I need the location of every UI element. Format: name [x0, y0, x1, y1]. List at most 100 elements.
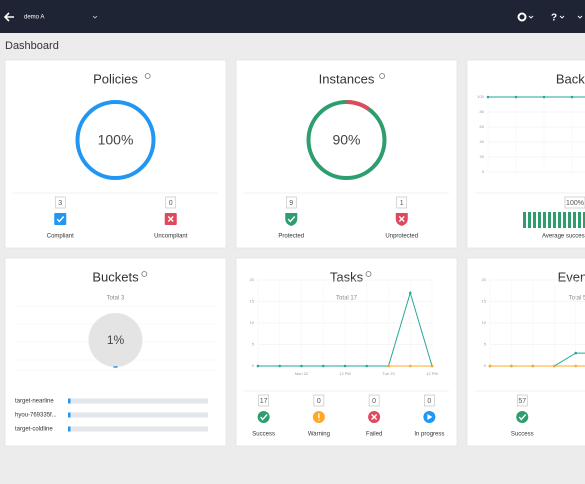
- icon-glyph: [167, 216, 174, 222]
- count-box: [313, 394, 325, 407]
- info-icon[interactable]: [144, 73, 151, 79]
- count-value: 1: [400, 200, 404, 207]
- info-icon[interactable]: [379, 73, 386, 79]
- card-title: Buckets: [92, 269, 139, 284]
- icon-glyph: [518, 414, 527, 421]
- y-tick-label: 20: [480, 154, 485, 159]
- y-tick-label: 40: [480, 139, 485, 144]
- y-tick-label: 100: [477, 94, 484, 99]
- series-point: [574, 364, 578, 368]
- y-tick-label: 5: [484, 342, 487, 347]
- usage-value: 1%: [107, 333, 125, 347]
- card-title: Backup: [556, 71, 585, 86]
- stat-label: Failed: [366, 432, 382, 438]
- count-value: 3: [58, 200, 62, 207]
- y-tick-label: 10: [250, 320, 255, 325]
- card-title: Policies: [93, 71, 138, 86]
- card-subtitle: Total 17: [336, 296, 358, 302]
- card-subtitle: Total 3: [107, 296, 125, 302]
- count-value: 0: [372, 398, 376, 405]
- card-title: Tasks: [330, 269, 364, 284]
- card: [4, 59, 227, 249]
- card-title: Instances: [319, 71, 375, 86]
- count-box: [396, 196, 408, 209]
- count-box: [516, 394, 528, 407]
- success-bar: [528, 212, 531, 228]
- y-tick-label: 80: [480, 109, 485, 114]
- project-name[interactable]: demo A: [24, 15, 44, 21]
- bucket-bar-fill: [68, 426, 71, 432]
- card-subtitle: Total 5: [569, 296, 585, 302]
- y-tick-label: 15: [250, 299, 255, 304]
- series-point: [408, 291, 412, 295]
- stat-label: Unprotected: [385, 234, 418, 240]
- help-dropdown[interactable]: [559, 15, 565, 19]
- settings-dropdown[interactable]: [528, 15, 534, 19]
- settings-icon[interactable]: [517, 12, 527, 22]
- count-value: 0: [317, 398, 321, 405]
- x-tick-label: 12 PM: [339, 371, 351, 376]
- success-bar: [583, 212, 585, 228]
- series-point: [486, 95, 490, 99]
- success-bar: [538, 212, 541, 228]
- success-bar: [563, 212, 566, 228]
- back-button[interactable]: [3, 12, 14, 22]
- status-icon: [516, 411, 529, 423]
- y-tick-label: 0: [252, 363, 255, 368]
- project-dropdown[interactable]: [92, 15, 98, 19]
- progress-ring: [75, 100, 156, 180]
- series-point: [256, 364, 260, 368]
- y-tick-label: 5: [252, 342, 255, 347]
- help-icon[interactable]: ?: [551, 13, 557, 24]
- count-box: [564, 196, 585, 209]
- series-point: [343, 364, 347, 368]
- top-bar: [0, 0, 585, 33]
- stat-label: Success: [252, 432, 275, 438]
- count-box: [424, 394, 435, 407]
- count-value: 0: [169, 200, 173, 207]
- series-point: [488, 364, 492, 368]
- count-value: 17: [260, 398, 268, 405]
- series-point: [514, 95, 518, 99]
- series-point: [542, 95, 546, 99]
- count-box: [285, 196, 297, 209]
- bucket-bar: [68, 426, 208, 432]
- x-tick-label: Tue 23: [382, 371, 395, 376]
- icon-glyph: [56, 216, 65, 223]
- series-point: [408, 364, 412, 368]
- icon-glyph: [398, 216, 405, 222]
- series-point: [300, 364, 303, 368]
- y-tick-label: 15: [482, 299, 487, 304]
- progress-ring-remainder: [346, 100, 371, 111]
- card: [235, 257, 458, 447]
- stat-label: Warning: [308, 432, 330, 438]
- icon-glyph: [371, 414, 378, 420]
- progress-value: 100%: [98, 132, 134, 148]
- icon-glyph: [260, 414, 268, 421]
- y-tick-label: 60: [480, 124, 485, 129]
- stat-label: Compliant: [47, 234, 74, 240]
- y-tick-label: 10: [482, 320, 487, 325]
- count-box: [258, 394, 269, 407]
- y-tick-label: 0: [482, 169, 485, 174]
- series-point: [531, 364, 535, 368]
- success-bar: [523, 212, 526, 228]
- series-point: [570, 95, 574, 99]
- card-title: Events: [558, 269, 585, 284]
- icon-glyph: [427, 414, 433, 420]
- y-tick-label: 20: [250, 277, 255, 282]
- bucket-name: hyou-769335f...: [15, 413, 57, 419]
- series-point: [365, 364, 369, 368]
- info-icon[interactable]: [365, 271, 372, 277]
- series-point: [574, 351, 578, 355]
- info-icon[interactable]: [141, 271, 148, 277]
- stat-label: Uncompliant: [154, 234, 188, 240]
- user-dropdown[interactable]: [577, 15, 583, 19]
- count-box: [54, 196, 66, 209]
- x-tick-label: Mon 22: [295, 371, 309, 376]
- success-bar: [558, 212, 561, 228]
- series-point: [387, 364, 390, 368]
- usage-circle: [88, 313, 143, 367]
- bucket-bar: [68, 398, 208, 404]
